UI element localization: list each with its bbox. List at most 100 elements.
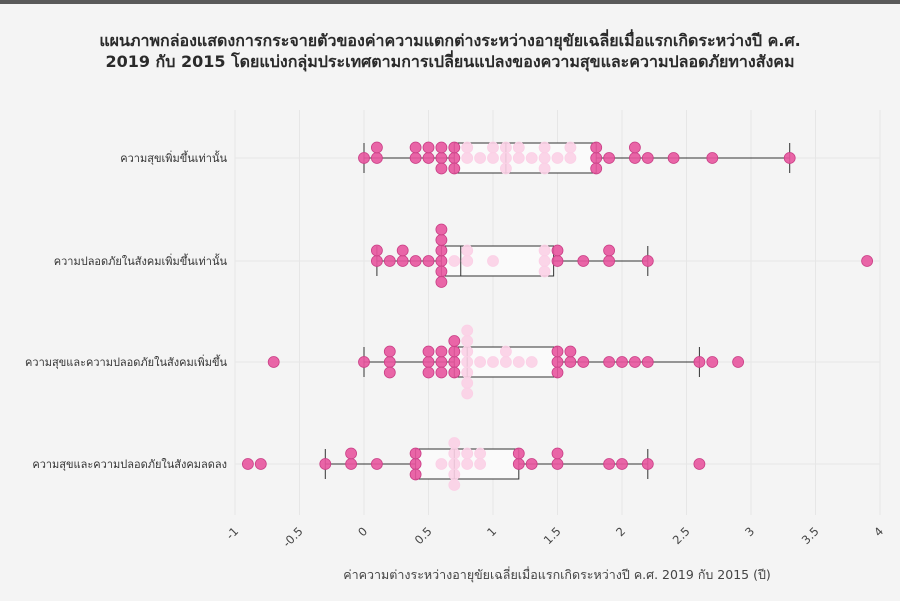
- data-point: [538, 141, 551, 154]
- data-points: [241, 141, 873, 491]
- y-tick-label: ความสุขเพิ่มขึ้นเท่านั้น: [120, 150, 227, 165]
- data-point: [409, 152, 422, 164]
- x-tick-label: 3: [742, 524, 757, 539]
- data-point: [461, 458, 474, 470]
- data-point: [641, 152, 654, 164]
- data-point: [396, 244, 409, 257]
- data-point: [487, 141, 499, 154]
- data-point: [512, 356, 525, 368]
- data-point: [551, 447, 564, 460]
- data-point: [538, 265, 551, 278]
- data-point: [358, 356, 370, 368]
- data-point: [409, 255, 422, 267]
- data-point: [474, 152, 487, 164]
- data-point: [538, 255, 551, 267]
- data-point: [461, 377, 474, 389]
- data-point: [383, 366, 396, 379]
- data-point: [641, 356, 654, 368]
- data-point: [435, 223, 448, 236]
- data-point: [409, 447, 422, 460]
- data-point: [783, 152, 796, 164]
- data-point: [319, 458, 332, 470]
- data-point: [706, 152, 719, 164]
- data-point: [370, 152, 383, 164]
- data-point: [590, 162, 603, 175]
- data-point: [370, 255, 383, 267]
- data-point: [345, 458, 358, 470]
- x-tick-label: 2: [613, 524, 628, 539]
- chart-title-line-2: 2019 กับ 2015 โดยแบ่งกลุ่มประเทศตามการเป…: [105, 52, 795, 71]
- data-point: [448, 447, 461, 460]
- chart-title-line-1: แผนภาพกล่องแสดงการกระจายตัวของค่าความแตก…: [99, 31, 801, 50]
- data-point: [383, 356, 396, 368]
- top-bar: [0, 0, 900, 4]
- data-point: [448, 468, 461, 481]
- x-axis-tick-labels: -1 -0.5 0 0.5 1 1.5 2 2.5 3 3.5 4: [223, 524, 886, 550]
- x-tick-label: 3.5: [799, 524, 822, 547]
- y-tick-label: ความสุขและความปลอดภัยในสังคมลดลง: [32, 458, 227, 471]
- data-point: [422, 141, 435, 154]
- data-point: [435, 255, 448, 267]
- data-point: [448, 141, 461, 154]
- data-point: [409, 468, 422, 481]
- data-point: [512, 447, 525, 460]
- data-point: [435, 265, 448, 278]
- data-point: [422, 255, 435, 267]
- data-point: [383, 255, 396, 267]
- data-point: [422, 345, 435, 358]
- data-point: [461, 356, 474, 368]
- data-point: [448, 458, 461, 470]
- data-point: [370, 244, 383, 257]
- data-point: [487, 255, 499, 267]
- data-point: [551, 366, 564, 379]
- data-point: [525, 356, 538, 368]
- data-point: [499, 162, 512, 175]
- data-point: [409, 141, 422, 154]
- data-point: [267, 356, 280, 368]
- data-point: [448, 437, 461, 449]
- x-axis-label: ค่าความต่างระหว่างอายุขัยเฉลี่ยเมื่อแรกเ…: [343, 566, 771, 583]
- data-point: [448, 356, 461, 368]
- data-point: [435, 345, 448, 358]
- data-point: [603, 244, 615, 257]
- data-point: [487, 152, 499, 164]
- data-point: [448, 479, 461, 491]
- data-point: [370, 141, 383, 154]
- x-tick-label: 0.5: [412, 524, 435, 547]
- data-point: [590, 152, 603, 164]
- data-point: [345, 447, 358, 460]
- data-point: [435, 244, 448, 257]
- data-point: [629, 152, 641, 164]
- x-tick-label: 2.5: [670, 524, 693, 547]
- data-point: [499, 141, 512, 154]
- x-tick-label: 4: [871, 524, 886, 539]
- data-point: [512, 152, 525, 164]
- data-point: [499, 345, 512, 358]
- data-point: [448, 335, 461, 347]
- data-point: [564, 141, 577, 154]
- data-point: [861, 255, 873, 267]
- data-point: [551, 458, 564, 470]
- data-point: [551, 152, 564, 164]
- data-point: [693, 458, 706, 470]
- data-point: [448, 255, 461, 267]
- chart-title: แผนภาพกล่องแสดงการกระจายตัวของค่าความแตก…: [20, 30, 880, 72]
- data-point: [435, 162, 448, 175]
- data-point: [474, 447, 487, 460]
- data-point: [474, 458, 487, 470]
- data-point: [551, 244, 564, 257]
- x-tick-label: 1.5: [541, 524, 564, 547]
- data-point: [538, 244, 551, 257]
- x-tick-label: -1: [223, 524, 241, 542]
- data-point: [435, 276, 448, 288]
- data-point: [732, 356, 744, 368]
- data-point: [435, 141, 448, 154]
- data-point: [487, 356, 499, 368]
- data-point: [448, 162, 461, 175]
- data-point: [461, 335, 474, 347]
- data-point: [435, 366, 448, 379]
- data-point: [577, 255, 590, 267]
- data-point: [641, 458, 654, 470]
- data-point: [525, 152, 538, 164]
- data-point: [499, 152, 512, 164]
